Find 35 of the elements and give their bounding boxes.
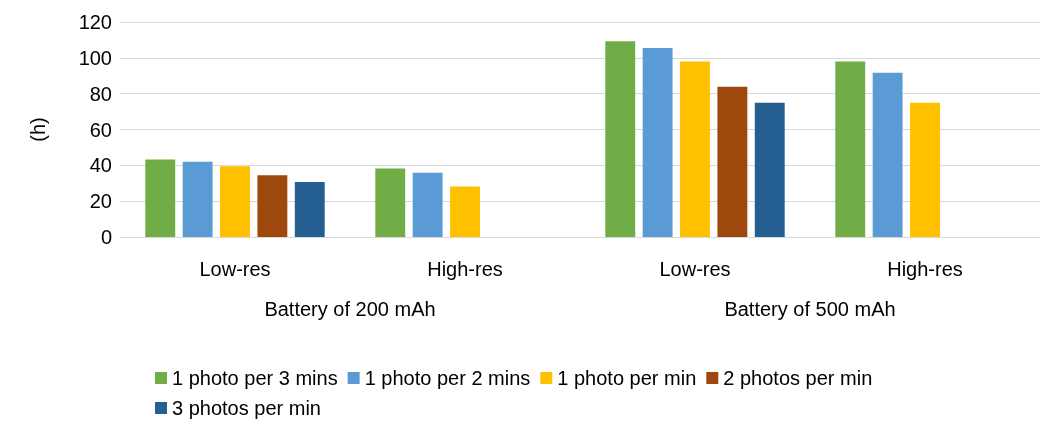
bar	[412, 172, 443, 237]
legend-label: 1 photo per min	[557, 367, 697, 389]
bar	[910, 102, 940, 237]
bar	[182, 161, 213, 237]
bar	[642, 47, 673, 237]
legend-label: 1 photo per 3 mins	[172, 367, 338, 389]
bar	[375, 168, 406, 237]
legend-label: 2 photos per min	[723, 367, 873, 389]
y-tick-label: 80	[89, 82, 112, 105]
legend-label: 3 photos per min	[172, 397, 321, 419]
bar	[145, 159, 176, 237]
bar	[605, 41, 636, 237]
y-tick-label: 120	[78, 11, 112, 33]
x-tick-label: Low-res	[659, 258, 731, 280]
bar	[294, 182, 325, 237]
text: Battery of 200 mAh	[264, 298, 436, 320]
y-tick-label: 60	[89, 118, 112, 141]
y-tick-label: 0	[100, 226, 112, 248]
bar	[754, 102, 785, 237]
bar	[257, 175, 288, 237]
bar	[717, 86, 748, 237]
bar	[220, 166, 250, 237]
y-tick-label: 40	[89, 154, 112, 177]
x-tick-label: Low-res	[199, 258, 271, 280]
bar	[835, 61, 866, 237]
x-tick-label: High-res	[427, 258, 503, 280]
bar	[450, 186, 480, 237]
y-axis-title: (h)	[27, 117, 49, 142]
text: Battery of 500 mAh	[724, 298, 896, 320]
y-tick-label: 100	[78, 46, 112, 69]
bar	[680, 61, 710, 237]
y-tick-label: 20	[89, 190, 112, 213]
bar	[872, 72, 903, 237]
x-tick-label: High-res	[887, 258, 963, 280]
legend-label: 1 photo per 2 mins	[364, 367, 531, 389]
